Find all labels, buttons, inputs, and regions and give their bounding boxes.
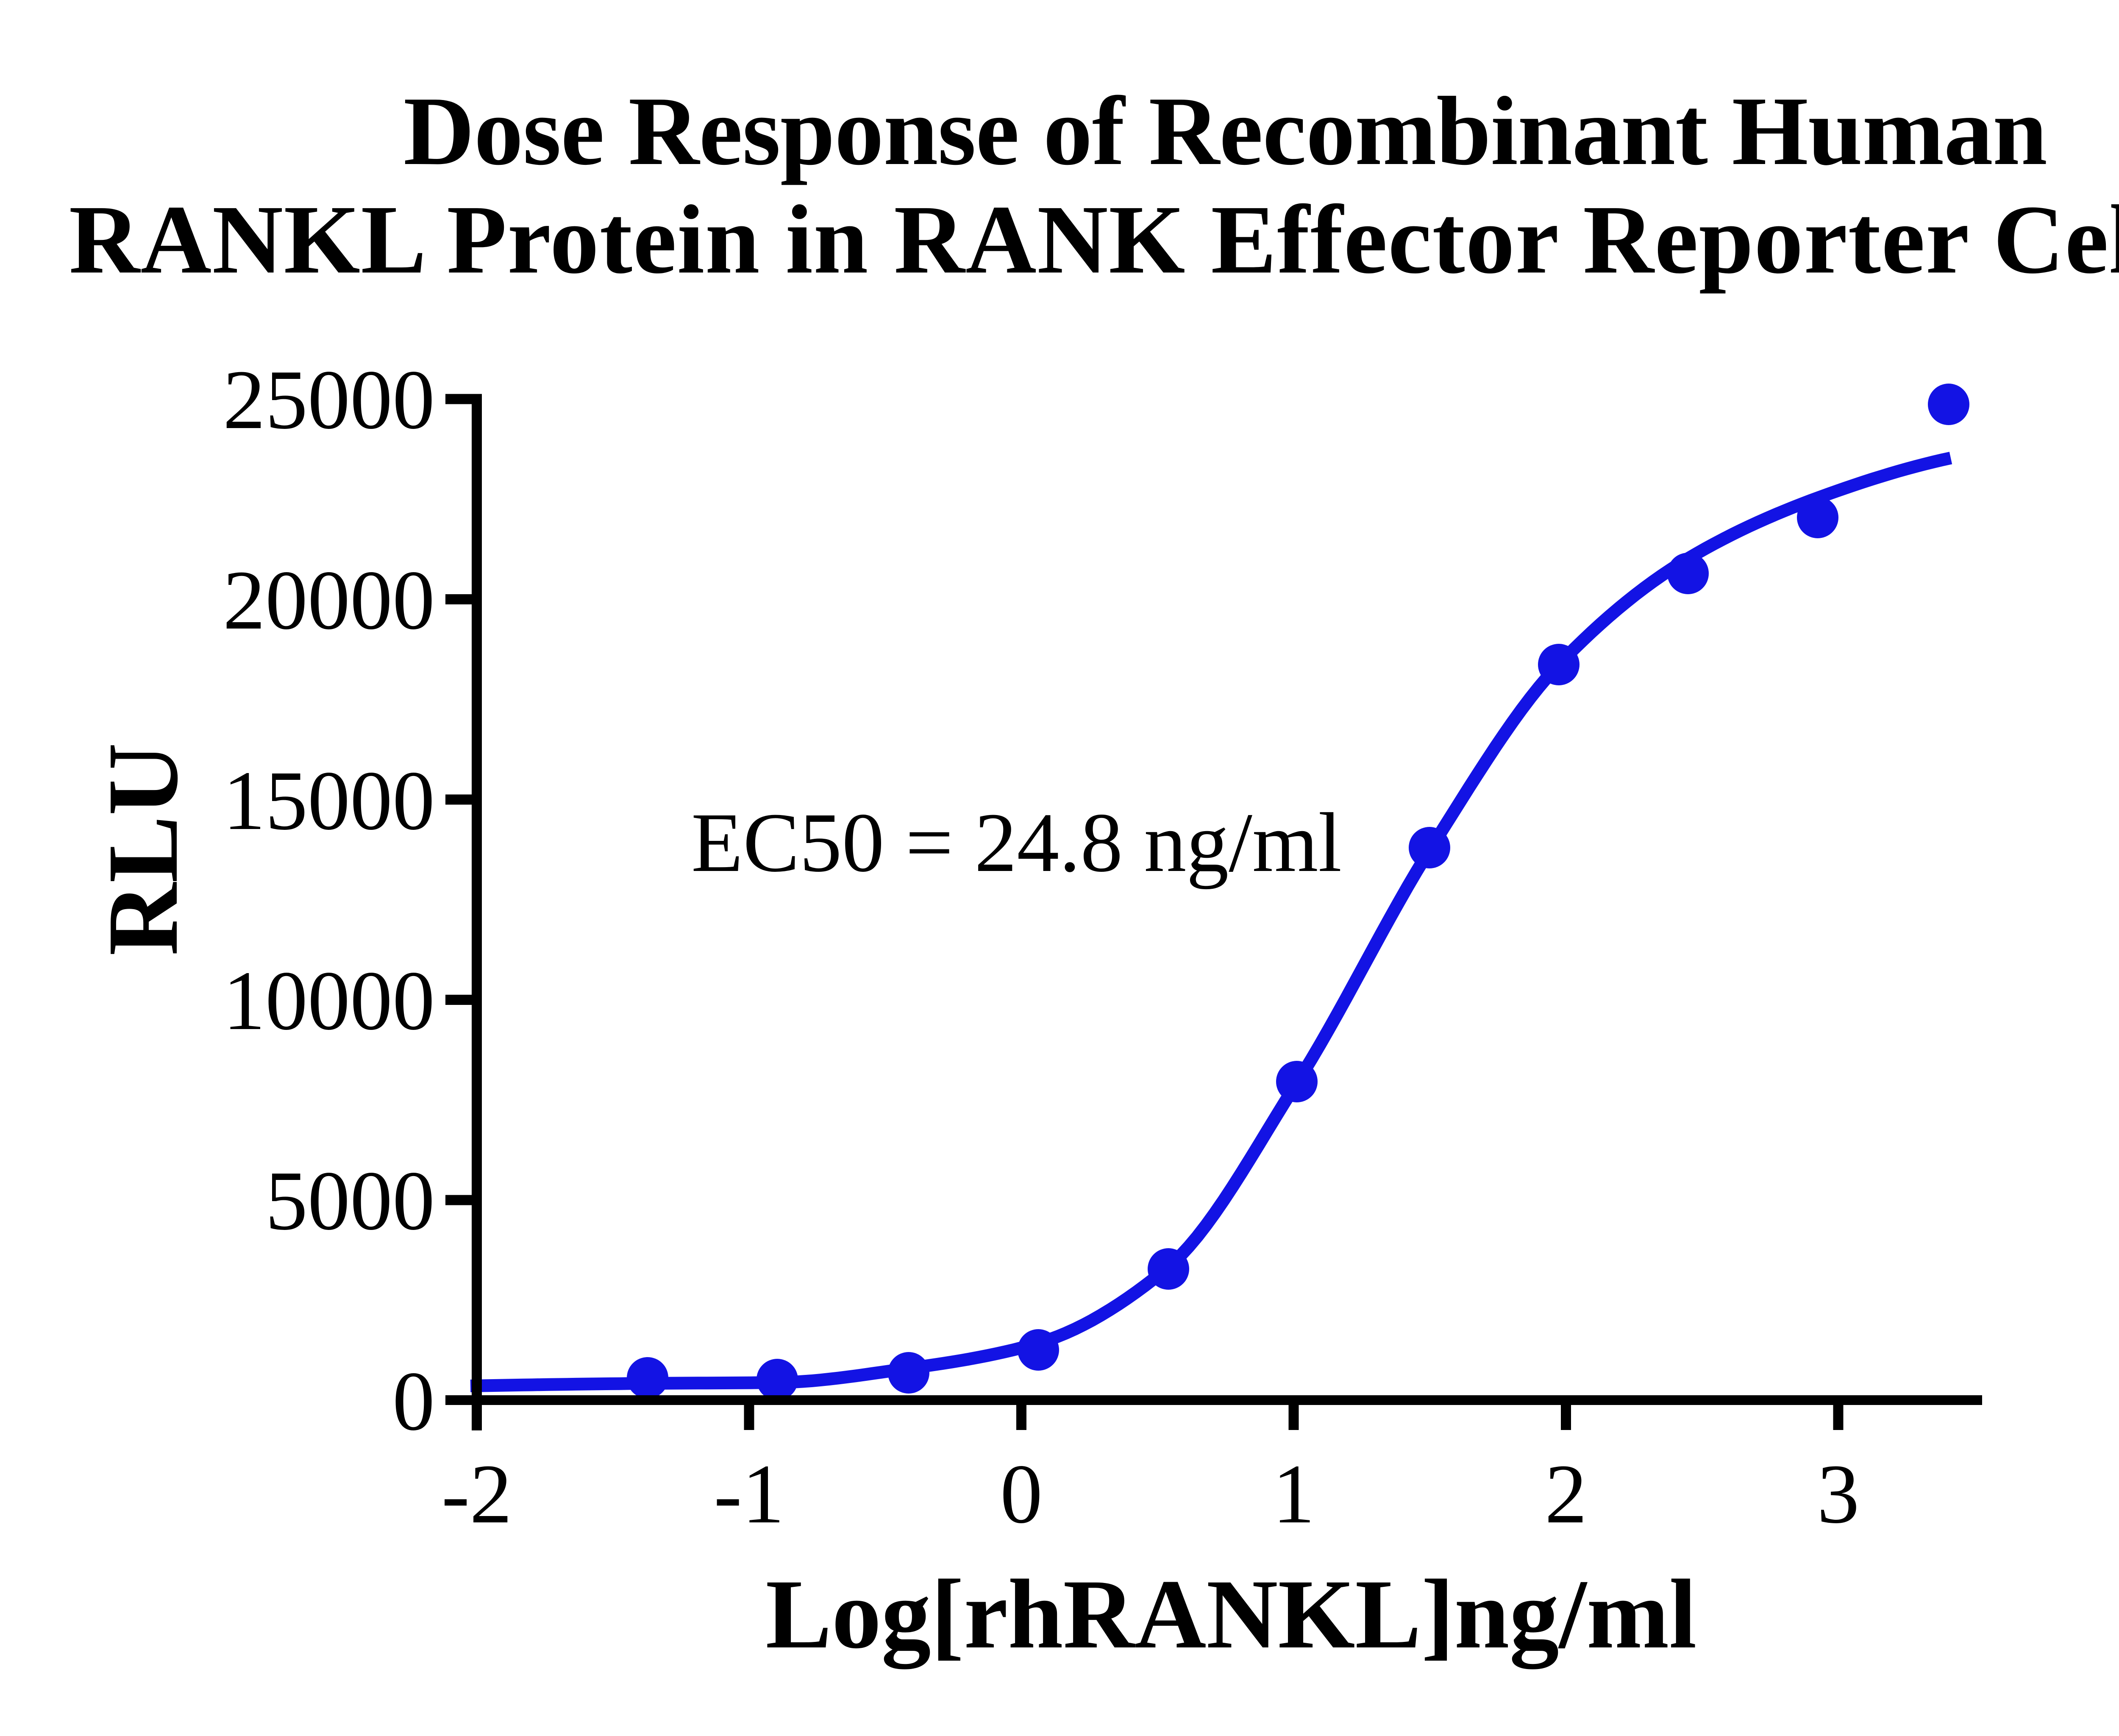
svg-text:25000: 25000 bbox=[223, 353, 435, 447]
svg-text:2: 2 bbox=[1545, 1447, 1587, 1541]
svg-text:-1: -1 bbox=[714, 1447, 784, 1541]
svg-text:3: 3 bbox=[1817, 1447, 1860, 1541]
svg-text:EC50 = 24.8 ng/ml: EC50 = 24.8 ng/ml bbox=[691, 796, 1342, 890]
svg-text:0: 0 bbox=[1000, 1447, 1043, 1541]
svg-text:-2: -2 bbox=[442, 1447, 512, 1541]
svg-text:1: 1 bbox=[1273, 1447, 1315, 1541]
svg-text:15000: 15000 bbox=[223, 754, 435, 848]
svg-text:5000: 5000 bbox=[265, 1154, 435, 1248]
svg-text:Dose Response of Recombinant H: Dose Response of Recombinant Human bbox=[403, 77, 2047, 186]
svg-text:0: 0 bbox=[392, 1355, 435, 1448]
svg-text:Log[rhRANKL]ng/ml: Log[rhRANKL]ng/ml bbox=[765, 1559, 1696, 1669]
svg-text:RANKL Protein in RANK Effector: RANKL Protein in RANK Effector Reporter … bbox=[69, 185, 2119, 294]
svg-text:20000: 20000 bbox=[223, 554, 435, 647]
svg-text:RLU: RLU bbox=[87, 743, 199, 956]
svg-text:10000: 10000 bbox=[223, 954, 435, 1048]
